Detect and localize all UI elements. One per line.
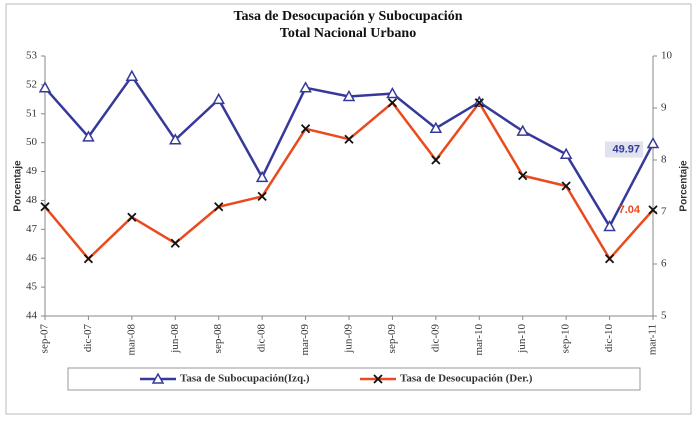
point	[373, 374, 383, 384]
y2-tick-label: 5	[661, 310, 667, 322]
x-tick-label: dic-09	[429, 324, 441, 353]
point	[648, 205, 658, 215]
point	[561, 181, 571, 191]
y2-tick-label: 9	[661, 102, 667, 114]
point	[212, 92, 225, 105]
y2-axis-label: Porcentaje	[679, 160, 690, 212]
y-tick-label: 48	[26, 194, 38, 206]
x-tick-label: jun-09	[343, 324, 355, 354]
point	[127, 212, 137, 222]
point	[559, 147, 573, 159]
x-tick-label: sep-08	[212, 324, 224, 354]
point	[169, 133, 182, 145]
y2-tick-label: 6	[661, 258, 667, 270]
point	[646, 136, 660, 149]
y2-tick-label: 8	[661, 154, 667, 166]
x-tick-label: jun-08	[169, 324, 181, 354]
point	[38, 81, 52, 93]
x-tick-label: mar-10	[473, 324, 485, 356]
value-label: 49.97	[612, 143, 640, 155]
y-tick-label: 52	[26, 78, 37, 90]
point	[125, 69, 139, 81]
point	[518, 170, 528, 181]
point	[214, 202, 224, 212]
point	[429, 121, 443, 133]
chart-title: Tasa de Desocupación y Subocupación	[234, 9, 463, 24]
point	[83, 254, 94, 264]
x-tick-label: sep-10	[560, 324, 572, 354]
legend-box	[67, 367, 641, 391]
point	[299, 81, 312, 93]
x-tick-label: mar-11	[647, 324, 659, 355]
y-tick-label: 46	[26, 252, 38, 264]
x-tick-label: dic-10	[603, 324, 615, 353]
y-tick-label: 50	[26, 136, 38, 148]
point	[603, 219, 616, 232]
y-tick-label: 53	[26, 50, 38, 62]
point	[431, 155, 441, 165]
frame	[5, 3, 692, 415]
point	[300, 124, 311, 134]
point	[344, 134, 354, 144]
point	[342, 89, 356, 102]
x-tick-label: sep-09	[386, 324, 398, 354]
legend-label: Tasa de Subocupación(Izq.)	[180, 373, 310, 385]
point	[257, 191, 267, 202]
point	[604, 254, 615, 264]
x-tick-label: mar-09	[299, 324, 311, 356]
y-tick-label: 51	[26, 107, 37, 119]
y2-tick-label: 7	[661, 206, 667, 218]
y-tick-label: 49	[26, 165, 38, 177]
x-tick-label: jun-10	[516, 324, 528, 354]
chart-subtitle: Total Nacional Urbano	[280, 26, 416, 41]
y-tick-label: 45	[26, 281, 38, 293]
point	[255, 170, 269, 183]
y-axis-label: Porcentaje	[13, 160, 24, 212]
point	[82, 130, 95, 142]
x-tick-label: mar-08	[125, 324, 137, 356]
x-tick-label: sep-07	[39, 324, 51, 354]
point	[474, 98, 484, 108]
y-tick-label: 47	[26, 223, 38, 235]
y2-tick-label: 10	[661, 50, 673, 62]
point	[151, 372, 165, 384]
value-label: 7.04	[619, 204, 641, 216]
value-label-bg	[605, 141, 643, 158]
point	[40, 202, 50, 212]
y-tick-label: 44	[26, 310, 38, 322]
x-tick-label: dic-08	[256, 324, 268, 353]
point	[170, 238, 180, 248]
point	[516, 124, 529, 136]
legend-label: Tasa de Desocupación (Der.)	[400, 373, 533, 385]
point	[387, 98, 398, 108]
point	[386, 87, 399, 99]
x-tick-label: dic-07	[82, 324, 94, 353]
